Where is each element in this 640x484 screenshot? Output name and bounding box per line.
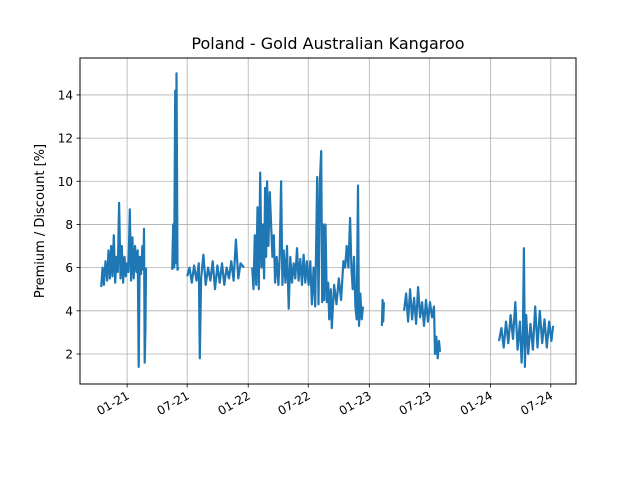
series-line-segment: [171, 72, 180, 271]
chart-title: Poland - Gold Australian Kangaroo: [191, 34, 464, 53]
series-line-segment: [100, 201, 148, 368]
series: [100, 72, 555, 368]
series-line-segment: [186, 238, 245, 360]
y-axis-label: Premium / Discount [%]: [33, 144, 48, 298]
series-line-segment: [380, 298, 385, 326]
y-tick-label: 14: [58, 88, 73, 102]
series-line-segment: [403, 286, 442, 360]
plot-frame: [79, 57, 577, 385]
series-line-segment: [497, 247, 555, 368]
y-tick-label: 2: [65, 347, 73, 361]
series-line-segment: [251, 150, 365, 330]
y-axis: 2 4 6 8 10 12 14: [58, 88, 80, 361]
y-tick-label: 4: [65, 304, 73, 318]
y-tick-label: 12: [58, 132, 73, 146]
y-tick-label: 8: [65, 218, 73, 232]
y-tick-label: 10: [58, 175, 73, 189]
y-tick-label: 6: [65, 261, 73, 275]
